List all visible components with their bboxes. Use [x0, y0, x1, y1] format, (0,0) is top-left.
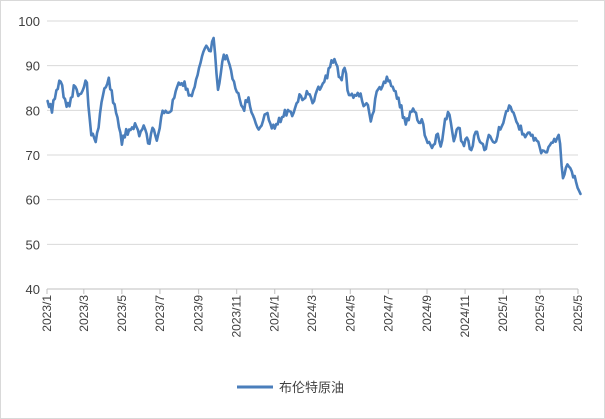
legend-label: 布伦特原油: [279, 381, 344, 396]
y-tick-label: 80: [26, 103, 40, 118]
x-tick-label: 2024/11: [458, 295, 472, 338]
y-tick-label: 50: [26, 237, 40, 252]
x-tick-label: 2023/3: [77, 295, 91, 332]
x-tick-label: 2023/7: [153, 295, 167, 332]
x-tick-label: 2025/5: [571, 295, 585, 332]
x-tick-label: 2024/5: [343, 295, 357, 332]
y-tick-label: 100: [18, 14, 40, 29]
y-tick-label: 70: [26, 148, 40, 163]
x-tick-label: 2024/7: [381, 295, 395, 332]
x-tick-label: 2024/3: [305, 295, 319, 332]
gridlines: [47, 20, 578, 290]
x-tick-label: 2024/1: [268, 295, 282, 332]
x-tick-label: 2025/1: [496, 295, 510, 332]
x-tick-label: 2025/3: [533, 295, 547, 332]
legend: 布伦特原油: [237, 381, 344, 396]
y-tick-label: 90: [26, 59, 40, 74]
y-tick-label: 40: [26, 282, 40, 297]
x-tick-label: 2024/9: [420, 295, 434, 332]
x-axis: 2023/1 2023/3 2023/5 2023/7 2023/9 2023/11 202…: [40, 288, 585, 338]
x-tick-label: 2023/1: [40, 295, 54, 332]
y-tick-label: 60: [26, 193, 40, 208]
x-tick-label: 2023/11: [230, 295, 244, 338]
y-axis-tick-labels: 40 50 60 70 80 90 100: [18, 14, 40, 297]
series-layer: [46, 36, 582, 196]
x-tick-label: 2023/5: [115, 295, 129, 332]
x-tick-label: 2023/9: [192, 295, 206, 332]
series-line-brent: [46, 36, 582, 196]
